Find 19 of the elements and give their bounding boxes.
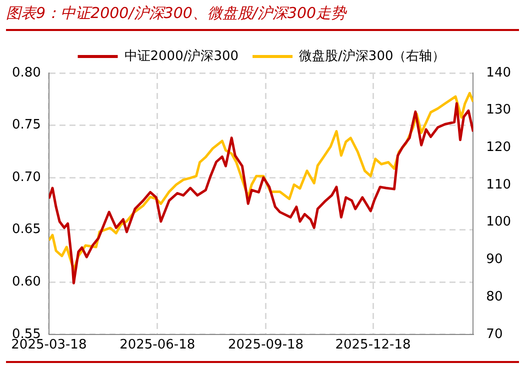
- x-tick-label: 2025-06-18: [120, 338, 196, 353]
- y2-tick-label: 100: [486, 214, 512, 230]
- y2-tick-label: 110: [486, 177, 512, 192]
- x-tick-label: 2025-12-18: [335, 338, 411, 353]
- x-tick-label: 2025-09-18: [228, 338, 304, 353]
- y-tick-label: 0.60: [12, 274, 41, 290]
- y2-tick-label: 80: [486, 289, 503, 304]
- y-tick-label: 0.80: [12, 65, 41, 80]
- legend-label: 中证2000/沪深300: [124, 48, 239, 64]
- y2-tick-label: 130: [486, 102, 512, 118]
- y2-tick-label: 70: [486, 326, 503, 342]
- y-tick-label: 0.65: [12, 222, 41, 238]
- y2-tick-label: 90: [486, 252, 503, 268]
- chart-title: 图表9：中证2000/沪深300、微盘股/沪深300走势: [6, 4, 519, 31]
- y2-tick-label: 140: [486, 65, 512, 80]
- legend-label: 微盘股/沪深300（右轴）: [299, 48, 446, 64]
- y-tick-label: 0.70: [12, 170, 41, 185]
- y-tick-label: 0.75: [12, 118, 41, 133]
- y2-tick-label: 120: [486, 140, 512, 156]
